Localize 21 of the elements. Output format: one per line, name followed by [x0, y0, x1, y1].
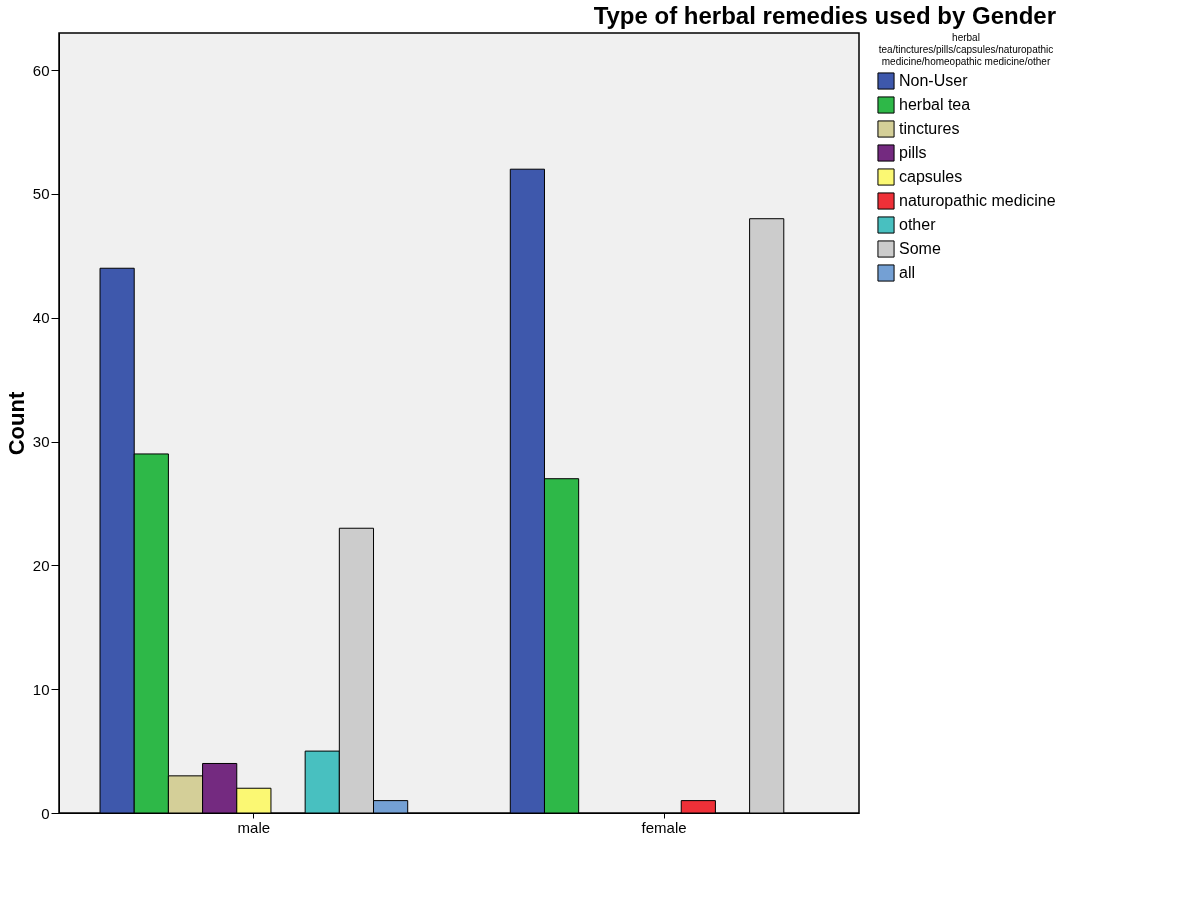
y-tick-label: 40 [32, 309, 50, 327]
y-tick-label: 10 [32, 680, 50, 698]
legend-label: herbal tea [899, 96, 971, 113]
y-tick-label: 50 [32, 185, 50, 203]
legend-label: tinctures [899, 120, 960, 137]
x-tick-label: male [237, 818, 271, 836]
y-tick-label: 0 [41, 804, 50, 822]
y-tick-label: 20 [32, 556, 50, 574]
legend-title: herbal tea/tinctures/pills/capsules/naturopathic medicine/homeopathic medicine/other [878, 32, 1054, 67]
legend-label: other [899, 216, 937, 233]
legend-label: all [899, 264, 916, 281]
y-tick-label: 30 [32, 433, 50, 451]
y-axis-title: Count [3, 391, 29, 456]
y-tick-label: 60 [32, 61, 50, 79]
legend-label: pills [899, 144, 927, 161]
legend-label: capsules [899, 168, 963, 185]
legend-label: naturopathic medicine [899, 192, 1056, 209]
chart-title: Type of herbal remedies used by Gender [593, 2, 1056, 29]
legend-label: Some [899, 240, 941, 257]
legend-label: Non-User [899, 72, 969, 89]
x-tick-label: female [641, 818, 687, 836]
